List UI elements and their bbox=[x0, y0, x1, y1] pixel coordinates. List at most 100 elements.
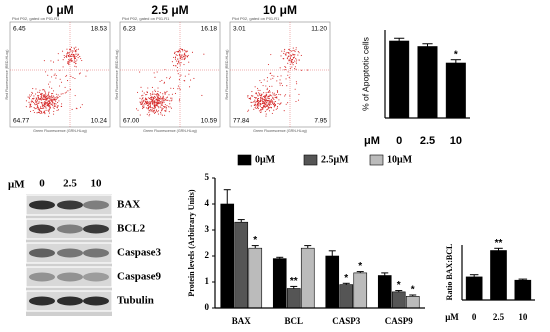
scatter-dot bbox=[149, 93, 151, 95]
blot-unit: μM bbox=[8, 179, 25, 191]
scatter-dot bbox=[145, 97, 147, 99]
scatter-dot bbox=[145, 107, 147, 109]
scatter-dot bbox=[163, 101, 165, 103]
scatter-dot bbox=[266, 89, 268, 91]
scatter-dot bbox=[274, 100, 277, 103]
scatter-dot bbox=[272, 94, 274, 96]
scatter-dot bbox=[277, 103, 279, 105]
plot-frame bbox=[229, 21, 331, 128]
scatter-dot bbox=[39, 99, 41, 101]
scatter-dot bbox=[160, 110, 163, 112]
x-tick-label: CASP3 bbox=[332, 316, 361, 326]
significance-mark: * bbox=[454, 49, 458, 60]
scatter-dot bbox=[154, 112, 156, 114]
scatter-dot bbox=[28, 97, 30, 99]
legend-label: 0μM bbox=[255, 154, 276, 165]
scatter-dot bbox=[293, 49, 295, 52]
scatter-dot bbox=[272, 103, 275, 105]
scatter-dot bbox=[41, 93, 43, 95]
scatter-dot bbox=[262, 95, 264, 97]
scatter-dot bbox=[48, 110, 50, 112]
scatter-dot bbox=[180, 62, 182, 64]
scatter-dot bbox=[38, 111, 41, 113]
scatter-dot bbox=[38, 95, 40, 97]
scatter-dot bbox=[67, 61, 69, 63]
scatter-dot bbox=[74, 55, 76, 57]
scatter-dot bbox=[260, 102, 262, 105]
scatter-dot bbox=[74, 65, 76, 67]
scatter-dot bbox=[165, 106, 167, 108]
quadrant-value: 64.77 bbox=[13, 118, 30, 125]
significance-mark: * bbox=[253, 235, 257, 246]
scatter-dot bbox=[55, 103, 57, 105]
scatter-dot bbox=[258, 100, 260, 102]
scatter-dot bbox=[36, 98, 38, 100]
scatter-dot bbox=[297, 54, 299, 56]
scatter-dot bbox=[33, 103, 36, 105]
lane-label: 2.5 bbox=[63, 178, 77, 190]
scatter-dot bbox=[53, 74, 55, 76]
scatter-dot bbox=[272, 102, 274, 104]
scatter-dot bbox=[55, 100, 57, 102]
scatter-dot bbox=[50, 98, 52, 100]
scatter-dot bbox=[259, 89, 261, 92]
scatter-dot bbox=[153, 72, 155, 74]
scatter-dot bbox=[293, 54, 295, 56]
scatter-dot bbox=[288, 77, 290, 79]
scatter-dot bbox=[49, 96, 51, 98]
blot-band bbox=[83, 296, 109, 306]
scatter-dot bbox=[265, 115, 267, 117]
scatter-dot bbox=[153, 107, 155, 109]
scatter-dot bbox=[257, 103, 259, 105]
scatter-dot bbox=[147, 102, 149, 105]
scatter-dot bbox=[54, 97, 56, 99]
scatter-dot bbox=[269, 101, 271, 103]
scatter-dot bbox=[66, 51, 69, 53]
scatter-dot bbox=[45, 103, 47, 105]
scatter-dot bbox=[164, 92, 166, 94]
scatter-dot bbox=[182, 57, 184, 59]
scatter-dot bbox=[161, 114, 163, 116]
bar bbox=[445, 62, 466, 119]
scatter-dot bbox=[293, 60, 296, 62]
scatter-dot bbox=[67, 80, 69, 82]
scatter-dot bbox=[40, 92, 42, 95]
scatter-dot bbox=[292, 50, 294, 52]
scatter-dot bbox=[156, 71, 158, 73]
scatter-dot bbox=[76, 53, 78, 55]
scatter-dot bbox=[71, 52, 73, 54]
scatter-dot bbox=[184, 75, 186, 77]
scatter-dot bbox=[148, 106, 150, 108]
scatter-dot bbox=[294, 51, 296, 53]
scatter-dot bbox=[284, 48, 286, 51]
scatter-dot bbox=[265, 97, 267, 99]
scatter-dot bbox=[73, 61, 75, 63]
scatter-dot bbox=[307, 69, 309, 71]
scatter-dot bbox=[265, 85, 267, 87]
scatter-dot bbox=[55, 93, 57, 95]
scatter-dot bbox=[184, 57, 186, 60]
scatter-dot bbox=[286, 58, 288, 60]
scatter-dot bbox=[293, 61, 295, 64]
scatter-dot bbox=[267, 106, 269, 108]
scatter-dot bbox=[75, 51, 77, 53]
scatter-dot bbox=[153, 93, 155, 95]
scatter-dot bbox=[54, 98, 56, 100]
scatter-dot bbox=[142, 94, 144, 96]
scatter-dot bbox=[53, 113, 55, 115]
scatter-dot bbox=[161, 108, 163, 110]
scatter-dot bbox=[160, 113, 162, 115]
scatter-dot bbox=[271, 112, 273, 114]
scatter-dot bbox=[268, 91, 270, 93]
scatter-dot bbox=[187, 54, 189, 57]
scatter-dot bbox=[56, 97, 58, 99]
scatter-dot bbox=[53, 103, 55, 105]
scatter-dot bbox=[154, 106, 156, 108]
scatter-dot bbox=[35, 101, 37, 103]
blot-band bbox=[83, 200, 109, 210]
scatter-dot bbox=[287, 102, 289, 104]
scatter-dot bbox=[52, 104, 54, 106]
scatter-dot bbox=[174, 92, 176, 94]
bar bbox=[339, 284, 354, 309]
